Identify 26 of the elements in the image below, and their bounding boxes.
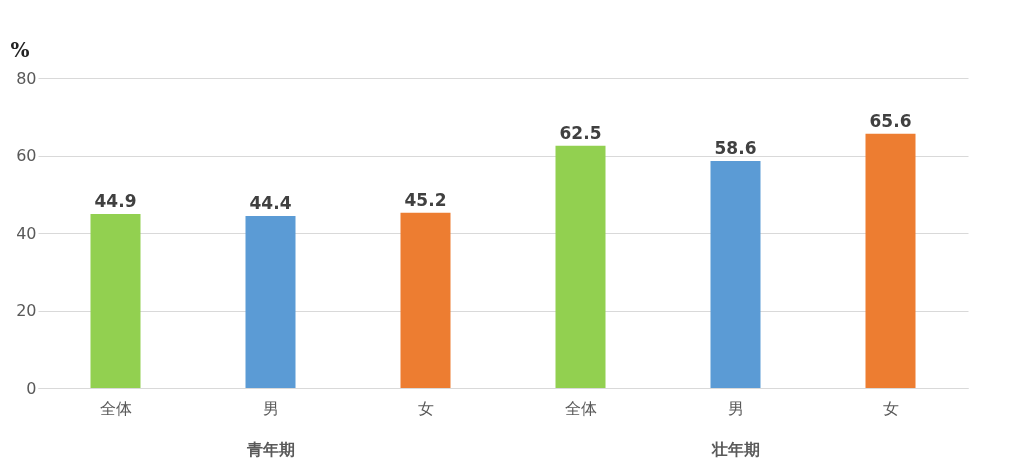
x-tick-label: 女 — [882, 398, 899, 418]
x-tick-label: 男 — [727, 398, 744, 418]
y-axis-title: % — [10, 37, 30, 62]
bar — [555, 145, 606, 388]
bar — [245, 215, 296, 388]
data-label: 44.9 — [94, 191, 137, 212]
bar — [865, 133, 916, 388]
y-tick-label: 20 — [16, 301, 37, 320]
y-tick-label: 40 — [16, 223, 37, 243]
x-tick-label: 女 — [417, 398, 434, 418]
bar — [710, 160, 761, 388]
data-label: 65.6 — [869, 110, 912, 131]
x-tick-label: 全体 — [99, 398, 132, 418]
bar — [400, 212, 451, 388]
data-label: 44.4 — [249, 192, 292, 213]
text: 壮年期 — [710, 440, 760, 459]
data-label: 45.2 — [404, 189, 447, 210]
bar — [90, 214, 141, 388]
x-tick-label: 全体 — [564, 398, 597, 418]
y-tick-label: 0 — [26, 378, 37, 398]
data-label: 58.6 — [714, 137, 757, 158]
data-label: 62.5 — [559, 122, 602, 143]
y-tick-label: 60 — [16, 146, 37, 165]
x-tick-label: 男 — [262, 398, 279, 418]
y-tick-label: 80 — [16, 68, 37, 88]
text: 青年期 — [245, 440, 295, 459]
